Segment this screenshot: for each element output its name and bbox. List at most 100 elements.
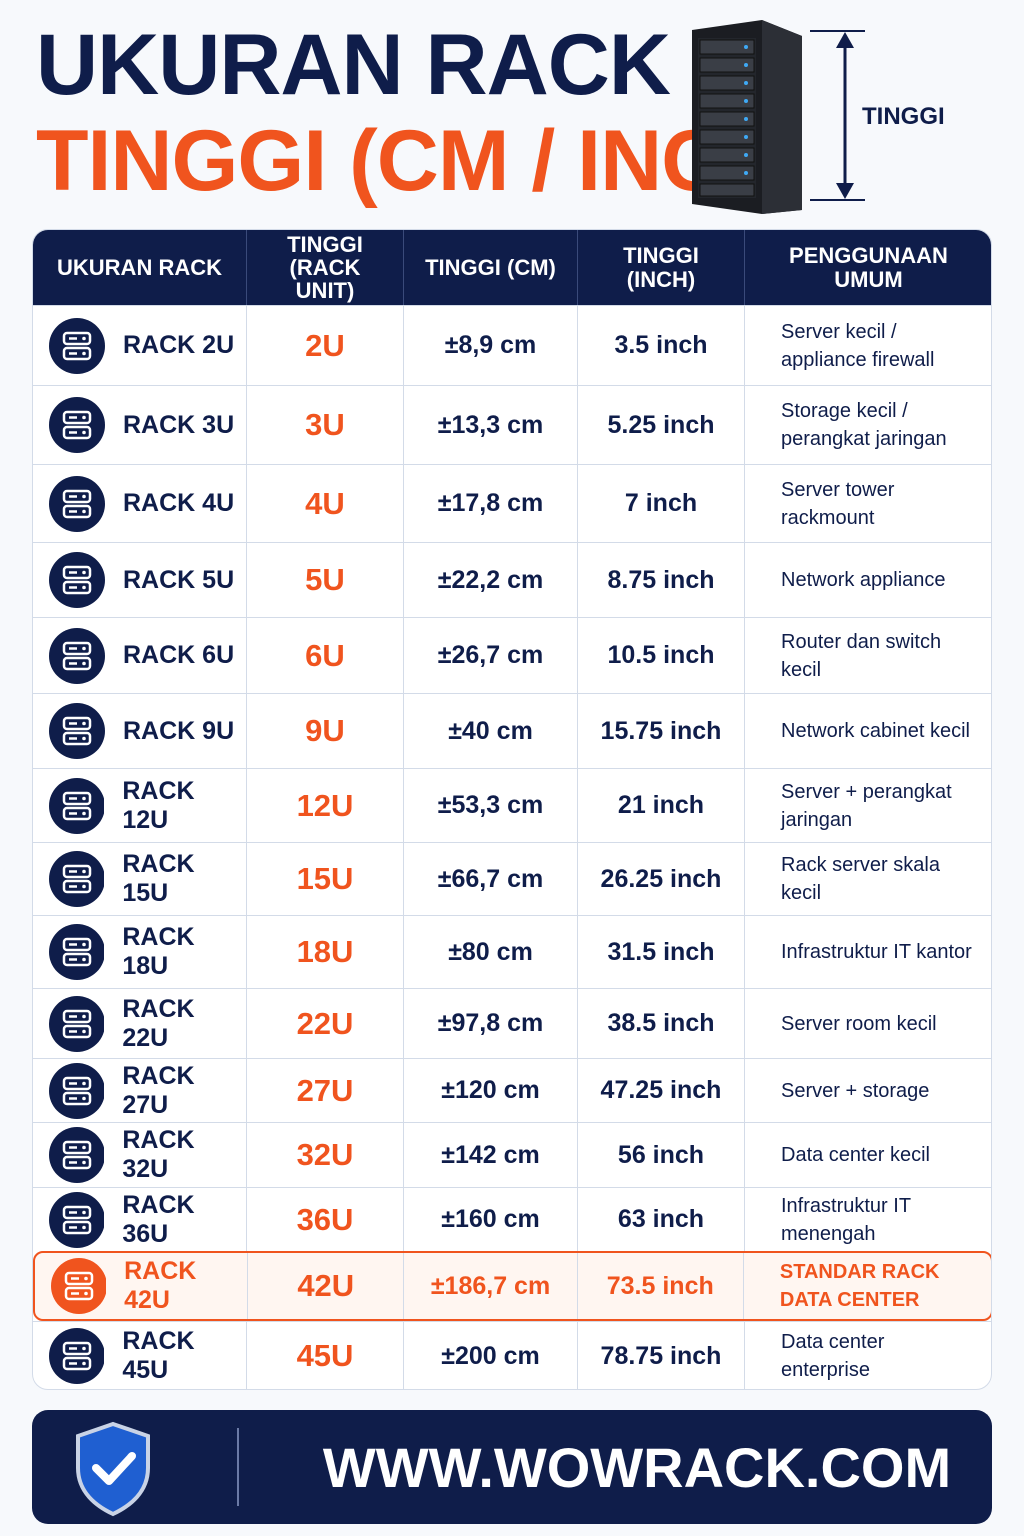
table-cell: Infrastruktur IT kantor [745,916,991,988]
table-cell: RACK 32U [33,1123,247,1187]
server-icon [49,1191,105,1248]
server-icon [49,703,105,759]
server-icon [49,995,105,1052]
cell-text: ±142 cm [441,1140,540,1169]
cell-text: Infrastruktur IT menengah [781,1194,911,1245]
cell-text: 9U [305,713,345,748]
table-cell: ±142 cm [404,1123,578,1187]
table-cell: 7 inch [578,465,745,542]
cell-text: ±160 cm [441,1205,540,1233]
cell-text: RACK 15U [122,850,195,907]
table-cell: 42U [248,1253,405,1319]
cell-text: Router dan switch kecil [781,630,942,681]
table-cell: RACK 22U [33,989,247,1058]
cell-text: Rack server skala kecil [781,854,940,904]
server-icon [49,1328,105,1384]
table-cell: ±13,3 cm [404,386,578,464]
table-cell: RACK 18U [33,916,247,988]
cell-text: 47.25 inch [600,1076,722,1104]
cell-text: Server tower rackmount [781,478,895,529]
table-cell: Network cabinet kecil [745,694,991,768]
table-row: RACK 42U 42U ±186,7 cm 73.5 inch STANDAR RAC… [33,1251,991,1321]
table-row: RACK 27U 27U ±120 cm 47.25 inch Server + sto… [33,1058,991,1122]
cell-text: 6U [305,637,345,673]
server-icon [49,851,105,907]
table-cell: 22U [247,989,404,1058]
cell-text: RACK 42U [124,1257,197,1314]
server-icon [49,924,105,980]
column-header: TINGGI (INCH) [578,230,745,305]
cell-text: ±8,9 cm [444,331,537,359]
column-header: TINGGI (RACK UNIT) [247,230,404,305]
server-icon [49,1062,105,1119]
divider [237,1428,239,1506]
cell-text: 56 inch [617,1140,705,1169]
table-row: RACK 45U 45U ±200 cm 78.75 inch Data center … [33,1321,991,1389]
table-cell: 3U [247,386,404,464]
cell-text: RACK 12U [122,776,195,834]
cell-text: 32U [296,1137,354,1172]
table-cell: Rack server skala kecil [745,843,991,915]
cell-text: ±22,2 cm [437,565,544,594]
cell-text: 21 inch [617,791,705,819]
server-icon [49,475,105,532]
table-cell: 31.5 inch [578,916,745,988]
cell-text: ±53,3 cm [437,791,544,819]
table-row: RACK 36U 36U ±160 cm 63 inch Infrastruktur I… [33,1187,991,1251]
table-cell: RACK 5U [33,543,247,617]
table-cell: 15.75 inch [578,694,745,768]
table-cell: STANDAR RACK DATA CENTER [744,1253,991,1319]
table-cell: ±160 cm [404,1188,578,1251]
table-cell: 26.25 inch [578,843,745,915]
cell-text: Network appliance [781,569,946,591]
title-line1: UKURAN RACK [36,17,671,113]
table-cell: ±66,7 cm [404,843,578,915]
table-cell: 12U [247,769,404,842]
table-cell: 32U [247,1123,404,1187]
cell-text: Server room kecil [781,1012,937,1035]
cell-text: Infrastruktur IT kantor [781,941,972,963]
table-cell: Server tower rackmount [745,465,991,542]
table-cell: RACK 45U [33,1322,247,1389]
table-row: RACK 12U 12U ±53,3 cm 21 inch Server + peran… [33,768,991,842]
cell-text: 5U [305,562,345,597]
table-cell: ±53,3 cm [404,769,578,842]
table-cell: Network appliance [745,543,991,617]
table-cell: Data center kecil [745,1123,991,1187]
cell-text: 27U [296,1072,354,1108]
cell-text: ±120 cm [441,1076,540,1104]
cell-text: ±17,8 cm [437,489,544,517]
cell-text: Server + storage [781,1079,930,1102]
table-cell: 9U [247,694,404,768]
table-cell: ±17,8 cm [404,465,578,542]
cell-text: Data center kecil [781,1144,930,1166]
cell-text: 63 inch [617,1205,705,1233]
table-cell: 36U [247,1188,404,1251]
cell-text: RACK 36U [122,1190,195,1248]
table-row: RACK 5U 5U ±22,2 cm 8.75 inch Network applia… [33,542,991,617]
table-cell: ±22,2 cm [404,543,578,617]
cell-text: RACK 27U [122,1061,195,1119]
cell-text: 5.25 inch [607,410,715,439]
table-cell: 45U [247,1322,404,1389]
table-cell: RACK 15U [33,843,247,915]
cell-text: 2U [305,327,345,363]
cell-text: 73.5 inch [606,1271,714,1300]
table-row: RACK 15U 15U ±66,7 cm 26.25 inch Rack server… [33,842,991,915]
table-cell: ±80 cm [404,916,578,988]
server-icon [49,1127,105,1183]
cell-text: 78.75 inch [600,1341,722,1370]
cell-text: RACK 5U [123,565,235,594]
table-cell: ±8,9 cm [404,306,578,385]
cell-text: ±13,3 cm [437,410,544,439]
cell-text: Storage kecil / perangkat jaringan [781,400,947,450]
table-cell: ±40 cm [404,694,578,768]
table-row: RACK 18U 18U ±80 cm 31.5 inch Infrastruktur … [33,915,991,988]
cell-text: RACK 18U [122,923,195,980]
table-cell: Storage kecil / perangkat jaringan [745,386,991,464]
table-cell: 6U [247,618,404,693]
table-cell: 4U [247,465,404,542]
table-cell: 38.5 inch [578,989,745,1058]
table-cell: RACK 12U [33,769,247,842]
